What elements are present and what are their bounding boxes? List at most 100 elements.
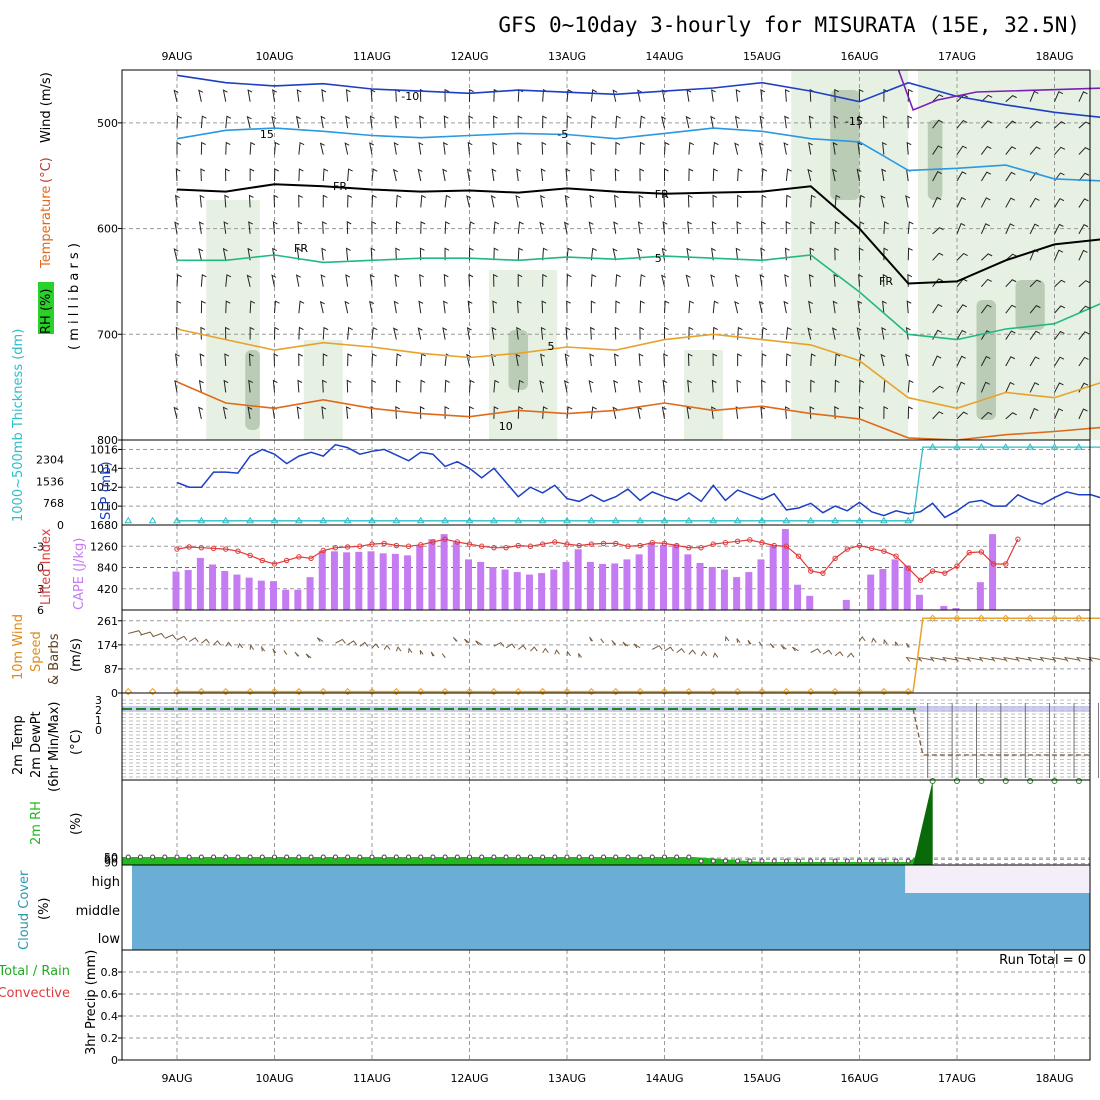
wind-barb (1029, 120, 1042, 129)
wind-barb (322, 194, 328, 208)
wind10-barb (530, 646, 538, 652)
wind-barb (395, 221, 401, 234)
wind-barb (858, 406, 864, 419)
wind-barb (880, 353, 886, 367)
wind-barb (734, 115, 740, 129)
thickness-marker (806, 516, 815, 524)
wind-barb (345, 274, 351, 287)
wind10-barb (475, 640, 482, 646)
date-label: 11AUG (353, 1072, 391, 1085)
wind-barb (639, 115, 646, 129)
wind10-barb (335, 638, 346, 644)
wind-barb (344, 300, 350, 314)
rh2m-point (576, 854, 582, 860)
wind-barb (857, 141, 863, 155)
wind-barb (394, 115, 400, 129)
thickness-marker (148, 516, 157, 524)
cape-tick: 1260 (90, 540, 118, 553)
contour-label: FR (879, 275, 893, 288)
cape-tick: 420 (97, 583, 118, 596)
li-tick: 3 (37, 583, 44, 596)
wind-barb (542, 406, 548, 419)
wind-barb (394, 274, 400, 287)
wind-barb (298, 300, 305, 314)
wind10-marker (709, 687, 717, 696)
wind-barb (956, 304, 967, 314)
wind-barb (1005, 412, 1017, 420)
cape-bar (440, 534, 448, 610)
axis-tick-label: 0.4 (101, 1010, 119, 1023)
wind-barb (810, 353, 816, 367)
date-label: 16AUG (840, 50, 878, 63)
wind-barb (566, 141, 571, 155)
cape-bar (184, 570, 192, 610)
wind-barb (175, 168, 181, 182)
wind-barb (590, 89, 597, 102)
thickness-marker (953, 443, 961, 450)
wind10-barb (176, 635, 188, 641)
wind10-barb (566, 650, 571, 657)
wind-barb (222, 406, 228, 419)
wind10-marker (1075, 614, 1083, 623)
cape-bar (562, 561, 570, 610)
slp-axis: 1010 1012 1014 1016 0 768 1536 2304 (36, 443, 122, 532)
wind-barb (637, 406, 643, 419)
wind-barb (615, 274, 621, 287)
wind-barb (466, 195, 472, 208)
cape-bar (745, 572, 753, 610)
wind-barb (1078, 121, 1091, 129)
precip-unit-label: 3hr Precip (mm) (84, 950, 99, 1055)
wind10-axis: 0 87 174 261 (97, 615, 122, 700)
slp-gridlines (122, 440, 1090, 525)
wind-barb (761, 379, 766, 393)
wind-barb (566, 247, 573, 261)
axis-tick-label: 174 (97, 639, 118, 652)
wind-barb (859, 379, 865, 393)
cape-bar (976, 582, 984, 610)
thickness-marker (660, 516, 669, 524)
wind-barb (637, 221, 643, 234)
wind10-barb (272, 648, 277, 654)
wind-barb (346, 379, 352, 393)
axis-tick-label: 0 (111, 687, 118, 700)
chart-title: GFS 0~10day 3-hourly for MISURATA (15E, … (498, 13, 1080, 37)
wind-barb (493, 273, 498, 287)
wind-barb (809, 406, 815, 419)
temp2m-tick: 3 (95, 694, 102, 707)
thickness-marker (563, 516, 571, 524)
temp2m-panel: 2m Temp 2m DewPt (6hr Min/Max) (°C) 3 2 … (11, 692, 1099, 792)
wind-barb (688, 326, 694, 340)
wind10-barb (441, 653, 446, 659)
thickness-tick: 768 (43, 497, 64, 510)
rh2m-point (479, 854, 485, 860)
run-total: Run Total = 0 (999, 953, 1086, 968)
wind-barb (200, 300, 206, 314)
wind10-line (177, 617, 1100, 693)
wind-barb (661, 274, 666, 287)
rh2m-point (783, 858, 789, 864)
wind-barb (980, 278, 992, 288)
wind-barb (712, 326, 718, 340)
wind10-marker (246, 687, 254, 696)
wind-barb (615, 141, 621, 155)
wind-barb (808, 142, 813, 155)
wind-barb (419, 115, 424, 129)
wind-barb (905, 195, 911, 208)
wind10-marker (148, 687, 157, 696)
rh2m-point (735, 858, 741, 864)
wind-barb (761, 221, 766, 234)
wind-barb (371, 379, 377, 393)
wind10-label: 10m Wind (11, 614, 26, 680)
wind-barb (272, 221, 278, 234)
wind10-barb (780, 644, 787, 650)
wind-barb (1005, 95, 1017, 103)
wind-barb (736, 221, 742, 234)
cape-bar (355, 551, 363, 610)
rh2m-point (211, 854, 217, 860)
rh2m-point (796, 858, 802, 864)
wind-barb (1054, 198, 1065, 208)
wind-barb (417, 327, 423, 340)
cape-bar (306, 577, 314, 610)
rh2m-point (588, 854, 594, 860)
axis-tick-label: 1014 (90, 462, 118, 475)
